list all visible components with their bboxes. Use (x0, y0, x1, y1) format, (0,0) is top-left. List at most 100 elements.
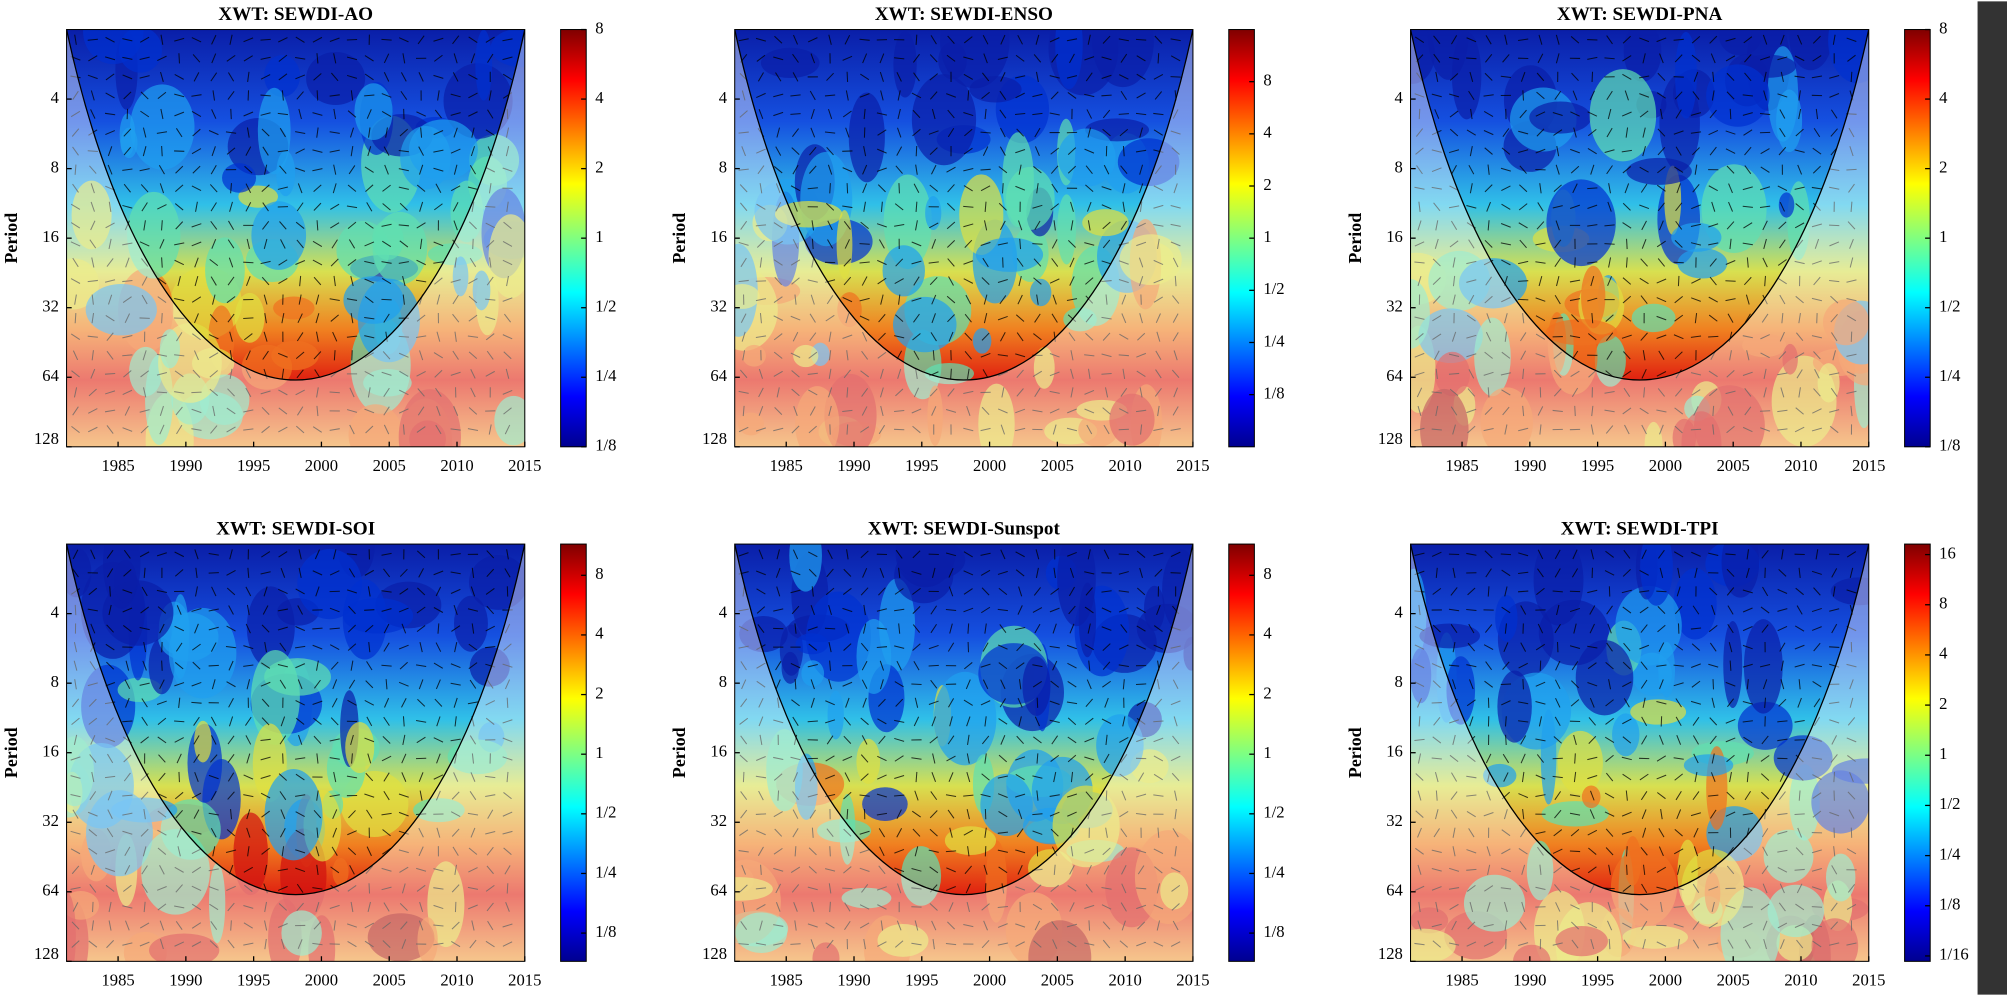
phase-arrow (1101, 718, 1112, 725)
phase-arrow (1624, 424, 1630, 435)
heatmap-blob (194, 720, 212, 763)
phase-arrow (997, 608, 1009, 612)
phase-arrow (381, 812, 392, 816)
phase-arrow (194, 586, 198, 597)
phase-arrow (1691, 54, 1701, 62)
phase-arrow (1555, 660, 1561, 671)
phase-arrow (997, 775, 1008, 779)
phase-arrow (107, 146, 113, 157)
phase-arrow (1621, 589, 1632, 594)
phase-arrow (364, 278, 375, 284)
phase-arrow (104, 409, 116, 413)
phase-arrow (1018, 164, 1022, 175)
phase-arrow (1569, 812, 1581, 816)
phase-arrow (791, 147, 800, 156)
phase-arrow (212, 405, 216, 417)
phase-arrow (879, 53, 885, 64)
phase-arrow (1639, 166, 1649, 173)
phase-arrow (260, 738, 271, 742)
phase-arrow (1831, 865, 1838, 875)
phase-arrow (264, 920, 268, 931)
phase-arrow (191, 148, 202, 155)
cone-of-influence (1410, 544, 1869, 895)
phase-arrow (1136, 222, 1146, 229)
phase-arrow (263, 331, 268, 342)
x-tick-label: 2005 (1717, 456, 1750, 475)
phase-arrow (1119, 333, 1129, 340)
phase-arrow (295, 36, 305, 43)
phase-arrow (1743, 736, 1753, 744)
phase-arrow (827, 220, 833, 231)
phase-arrow (1554, 294, 1561, 305)
phase-arrow (1656, 866, 1667, 873)
phase-arrow (896, 72, 902, 82)
phase-arrow (416, 111, 426, 117)
phase-arrow (486, 865, 494, 875)
phase-arrow (1448, 93, 1460, 98)
phase-arrow (1742, 335, 1753, 339)
phase-arrow (928, 700, 939, 706)
phase-arrow (790, 259, 801, 266)
phase-arrow (1049, 371, 1060, 377)
phase-arrow (829, 846, 831, 857)
phase-arrow (225, 131, 237, 134)
phase-arrow (1710, 53, 1716, 64)
phase-arrow (316, 827, 319, 838)
phase-arrow (963, 699, 973, 706)
phase-arrow (915, 220, 918, 231)
phase-arrow (295, 260, 306, 265)
phase-arrow (912, 828, 921, 837)
phase-arrow (1016, 828, 1024, 838)
heatmap-blob (1822, 299, 1869, 346)
phase-arrow (329, 904, 340, 909)
phase-arrow (142, 846, 147, 857)
phase-arrow (1604, 390, 1615, 394)
phase-arrow (1794, 868, 1805, 871)
phase-arrow (1018, 679, 1022, 690)
phase-arrow (1764, 275, 1766, 287)
phase-arrow (70, 278, 81, 284)
phase-arrow (1120, 624, 1128, 633)
phase-arrow (1418, 901, 1421, 913)
phase-arrow (1139, 127, 1143, 138)
phase-arrow (505, 127, 510, 138)
phase-arrow (811, 901, 815, 913)
phase-arrow (807, 923, 818, 928)
phase-arrow (1846, 37, 1857, 42)
phase-arrow (312, 942, 323, 946)
phase-arrow (966, 405, 971, 416)
phase-arrow (348, 568, 356, 578)
phase-arrow (894, 755, 904, 762)
heatmap-blob (1028, 920, 1092, 962)
phase-arrow (1692, 921, 1700, 930)
phase-arrow (1484, 624, 1493, 633)
phase-arrow (243, 261, 254, 264)
phase-arrow (846, 549, 849, 560)
phase-arrow (295, 57, 306, 60)
phase-arrow (332, 679, 338, 690)
heatmap-blob (739, 615, 788, 653)
phase-arrow (1777, 849, 1788, 853)
phase-arrow (330, 203, 340, 210)
phase-arrow (451, 625, 461, 632)
phase-arrow (1642, 938, 1646, 950)
phase-arrow (210, 735, 217, 745)
phase-arrow (1659, 679, 1664, 690)
phase-arrow (963, 167, 974, 172)
phase-arrow (1140, 424, 1143, 435)
phase-arrow (1452, 424, 1456, 435)
phase-arrow (929, 866, 939, 874)
phase-arrow (417, 35, 425, 45)
phase-arrow (1000, 72, 1006, 82)
phase-arrow (261, 717, 270, 726)
phase-arrow (1432, 587, 1442, 595)
phase-arrow (1052, 939, 1058, 949)
phase-arrow (1657, 146, 1666, 156)
x-tick-label: 1990 (169, 971, 202, 990)
phase-arrow (502, 73, 513, 81)
phase-arrow (911, 867, 922, 872)
phase-arrow (1486, 901, 1491, 912)
phase-arrow (1172, 605, 1180, 615)
phase-arrow (506, 697, 509, 708)
phase-arrow (1015, 92, 1025, 99)
